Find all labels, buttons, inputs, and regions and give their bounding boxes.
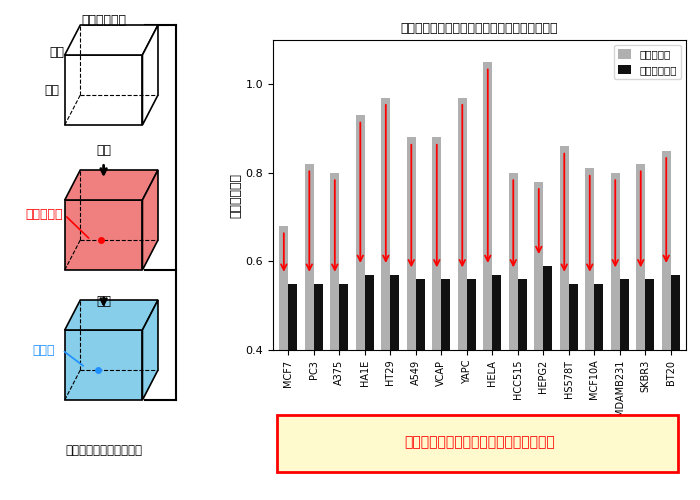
Polygon shape <box>64 25 158 55</box>
Bar <box>330 173 340 500</box>
Text: 人工缺失值: 人工缺失值 <box>25 208 63 222</box>
Bar <box>560 146 568 500</box>
Bar <box>467 279 476 500</box>
Bar <box>611 173 620 500</box>
Polygon shape <box>143 300 158 400</box>
Polygon shape <box>64 55 143 125</box>
Bar <box>483 62 492 500</box>
Text: 基因: 基因 <box>96 144 111 156</box>
Bar <box>585 168 594 500</box>
Bar <box>441 279 450 500</box>
Bar <box>356 116 365 500</box>
Bar <box>636 164 645 500</box>
Bar <box>365 274 374 500</box>
Bar <box>662 150 671 500</box>
Bar <box>391 274 399 500</box>
Bar <box>305 164 314 500</box>
Polygon shape <box>64 300 158 330</box>
Bar <box>620 279 629 500</box>
Bar <box>534 182 543 500</box>
Bar <box>279 226 288 500</box>
Text: 补完: 补完 <box>96 295 111 308</box>
Polygon shape <box>64 330 143 400</box>
Bar <box>509 173 518 500</box>
Polygon shape <box>143 170 158 270</box>
Bar <box>518 279 526 500</box>
Bar <box>568 284 578 500</box>
FancyBboxPatch shape <box>277 414 678 472</box>
Text: 细胞: 细胞 <box>50 46 64 59</box>
Polygon shape <box>64 170 158 200</box>
Bar <box>288 284 298 500</box>
Y-axis label: 相对标准误差: 相对标准误差 <box>230 172 243 218</box>
Bar <box>458 98 467 500</box>
Bar <box>594 284 603 500</box>
Title: 人为缺失各种细胞时的缺失值补全性能评估结果: 人为缺失各种细胞时的缺失值补全性能评估结果 <box>400 22 559 35</box>
Bar <box>382 98 391 500</box>
Text: 新方法的误差较小，即缺失值补全性能更: 新方法的误差较小，即缺失值补全性能更 <box>404 436 555 450</box>
Bar <box>433 138 441 500</box>
Bar <box>492 274 501 500</box>
Bar <box>340 284 348 500</box>
Legend: 以往的方法, 此次的新方法: 以往的方法, 此次的新方法 <box>614 45 681 79</box>
Text: 精度评估顺序: 精度评估顺序 <box>81 14 126 26</box>
Polygon shape <box>64 200 143 270</box>
Bar <box>671 274 680 500</box>
Bar <box>543 266 552 500</box>
Bar <box>314 284 323 500</box>
Text: 药物: 药物 <box>44 84 60 96</box>
Text: 补全值: 补全值 <box>33 344 55 356</box>
Bar <box>407 138 416 500</box>
Bar <box>645 279 654 500</box>
Polygon shape <box>143 25 158 125</box>
Bar <box>416 279 425 500</box>
Text: 计算误差，评估预测精度: 计算误差，评估预测精度 <box>65 444 142 456</box>
X-axis label: 人源细胞的名称: 人源细胞的名称 <box>454 422 505 434</box>
